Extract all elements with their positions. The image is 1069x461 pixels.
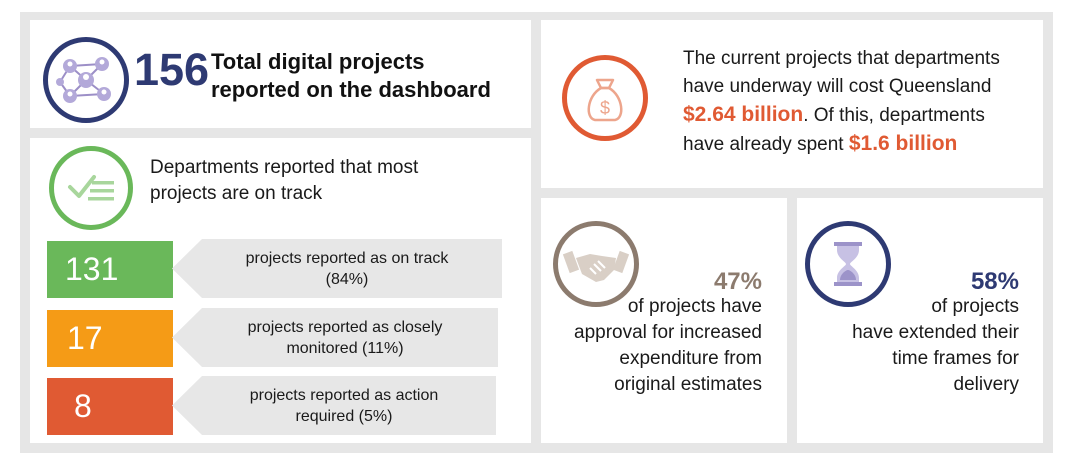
approval-percent: 47% [713, 268, 762, 295]
network-people-icon [43, 37, 129, 123]
cost-statement: The current projects that departments ha… [683, 48, 1000, 155]
cost-spent-amount: $1.6 billion [848, 132, 958, 155]
total-projects-label: Total digital projects reported on the d… [211, 49, 491, 102]
approval-description: of projects have approval for increased … [574, 296, 762, 395]
checklist-icon [49, 146, 133, 230]
status-heading: Departments reported that most projects … [150, 157, 419, 204]
on-track-label: projects reported as on track (84%) [172, 239, 502, 298]
closely-monitored-count: 17 [47, 310, 173, 367]
hourglass-icon [805, 221, 891, 307]
money-bag-icon: $ [562, 55, 648, 141]
on-track-count: 131 [47, 241, 173, 298]
action-required-count: 8 [47, 378, 173, 435]
handshake-icon [553, 221, 639, 307]
svg-text:$: $ [600, 98, 610, 118]
closely-monitored-label: projects reported as closely monitored (… [172, 308, 498, 367]
total-projects-number: 156 [134, 44, 210, 95]
cost-total-amount: $2.64 billion [683, 103, 804, 126]
action-required-label: projects reported as action required (5%… [172, 376, 496, 435]
timeframe-description: of projects have extended their time fra… [852, 296, 1019, 395]
timeframe-percent: 58% [970, 268, 1019, 295]
